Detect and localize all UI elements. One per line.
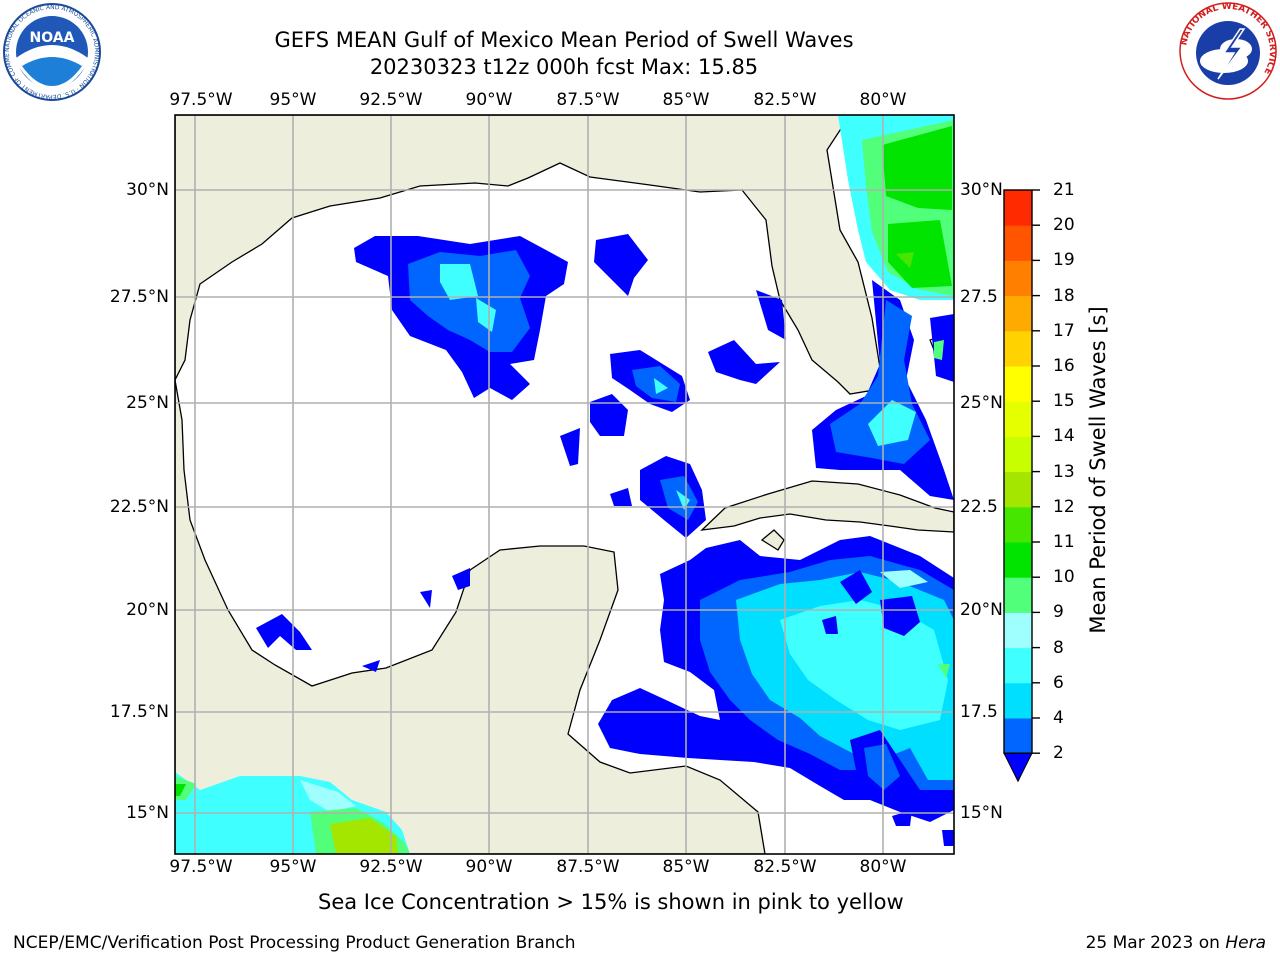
colorbar-tick-label: 13 bbox=[1053, 461, 1075, 482]
colorbar-tick-label: 10 bbox=[1053, 567, 1075, 588]
lat-tick-label: 20°N bbox=[126, 600, 169, 620]
colorbar-bin bbox=[1004, 366, 1032, 402]
colorbar-tick-label: 4 bbox=[1053, 708, 1064, 728]
colorbar-bin bbox=[1004, 647, 1032, 684]
colorbar-bin bbox=[1004, 260, 1032, 297]
lon-tick-label: 97.5°W bbox=[169, 857, 233, 877]
colorbar-extend-min bbox=[1003, 752, 1033, 783]
map-frame bbox=[174, 114, 955, 855]
noaa-logo: NATIONAL OCEANIC AND ATMOSPHERIC ADMINIS… bbox=[2, 2, 101, 101]
colorbar-tick-label: 15 bbox=[1053, 391, 1075, 412]
swell-contours bbox=[175, 115, 954, 854]
colorbar-bin bbox=[1004, 612, 1032, 649]
lon-tick-label: 85°W bbox=[662, 90, 710, 110]
footer-host: Hera bbox=[1225, 933, 1266, 953]
lat-tick-label: 25°N bbox=[960, 393, 1003, 413]
colorbar-tick-label: 20 bbox=[1053, 215, 1075, 236]
colorbar-bin bbox=[1004, 401, 1032, 437]
lon-tick-label: 90°W bbox=[465, 90, 513, 110]
colorbar-bin bbox=[1004, 506, 1032, 543]
lon-tick-label: 82.5°W bbox=[753, 90, 817, 110]
colorbar-tick-label: 14 bbox=[1053, 426, 1075, 447]
colorbar bbox=[1003, 189, 1040, 783]
colorbar-tick-label: 2 bbox=[1053, 743, 1064, 764]
colorbar-label: Mean Period of Swell Waves [s] bbox=[1086, 306, 1110, 634]
footer-date-text: 25 Mar 2023 on bbox=[1085, 933, 1220, 953]
colorbar-tick-label: 18 bbox=[1053, 285, 1075, 306]
lon-tick-label: 82.5°W bbox=[753, 857, 817, 877]
footer-date: 25 Mar 2023 on Hera bbox=[1086, 933, 1266, 953]
lat-tick-label: 20°N bbox=[960, 600, 1003, 620]
nws-logo: NATIONAL WEATHER SERVICE bbox=[1179, 2, 1277, 100]
lon-tick-label: 92.5°W bbox=[359, 90, 423, 110]
lat-tick-label: 22.5 bbox=[960, 497, 998, 517]
colorbar-tick-label: 17 bbox=[1053, 320, 1075, 341]
lon-tick-label: 80°W bbox=[859, 90, 907, 110]
colorbar-bin bbox=[1004, 471, 1032, 508]
colorbar-tick-label: 8 bbox=[1053, 637, 1064, 658]
colorbar-bin bbox=[1004, 295, 1032, 332]
lat-tick-label: 17.5°N bbox=[109, 702, 169, 722]
lat-tick-label: 17.5 bbox=[960, 702, 998, 722]
lon-tick-label: 85°W bbox=[662, 857, 710, 877]
lon-tick-label: 80°W bbox=[859, 857, 907, 877]
chart-title: GEFS MEAN Gulf of Mexico Mean Period of … bbox=[274, 28, 854, 52]
map-gridlines bbox=[175, 115, 954, 854]
colorbar-bin bbox=[1004, 190, 1032, 226]
chart-subtitle: 20230323 t12z 000h fcst Max: 15.85 bbox=[369, 55, 759, 79]
lon-tick-label: 90°W bbox=[465, 857, 513, 877]
lon-tick-label: 95°W bbox=[269, 857, 317, 877]
colorbar-bin bbox=[1004, 577, 1032, 613]
colorbar-tick-label: 11 bbox=[1053, 532, 1075, 552]
lat-tick-label: 27.5 bbox=[960, 287, 998, 307]
lat-tick-label: 22.5°N bbox=[109, 497, 169, 517]
lat-tick-label: 15°N bbox=[126, 803, 169, 823]
lon-tick-label: 92.5°W bbox=[359, 857, 423, 877]
colorbar-tick-label: 21 bbox=[1053, 180, 1075, 200]
svg-text:NOAA: NOAA bbox=[30, 30, 75, 46]
colorbar-bin bbox=[1004, 718, 1032, 754]
colorbar-bin bbox=[1004, 682, 1032, 719]
colorbar-bin bbox=[1004, 436, 1032, 473]
lat-tick-label: 15°N bbox=[960, 803, 1003, 823]
colorbar-tick-label: 6 bbox=[1053, 672, 1064, 693]
colorbar-tick-label: 16 bbox=[1053, 356, 1075, 376]
lon-tick-label: 87.5°W bbox=[556, 857, 620, 877]
colorbar-bin bbox=[1004, 225, 1032, 261]
lon-tick-label: 87.5°W bbox=[556, 90, 620, 110]
land-mexico-central-america bbox=[175, 379, 766, 854]
land-us-florida bbox=[175, 115, 881, 395]
colorbar-tick-label: 19 bbox=[1053, 250, 1075, 271]
lat-tick-label: 30°N bbox=[960, 180, 1003, 200]
colorbar-tick-label: 12 bbox=[1053, 496, 1075, 517]
sea-ice-note: Sea Ice Concentration > 15% is shown in … bbox=[318, 890, 904, 914]
colorbar-bin bbox=[1004, 330, 1032, 367]
lat-tick-label: 25°N bbox=[126, 393, 169, 413]
lat-tick-label: 30°N bbox=[126, 180, 169, 200]
lon-tick-label: 97.5°W bbox=[169, 90, 233, 110]
land-jamaica bbox=[760, 529, 785, 551]
colorbar-bin bbox=[1004, 542, 1032, 578]
colorbar-tick-label: 9 bbox=[1053, 602, 1064, 623]
footer-branch: NCEP/EMC/Verification Post Processing Pr… bbox=[13, 933, 576, 953]
lat-tick-label: 27.5°N bbox=[109, 287, 169, 307]
lon-tick-label: 95°W bbox=[269, 90, 317, 110]
